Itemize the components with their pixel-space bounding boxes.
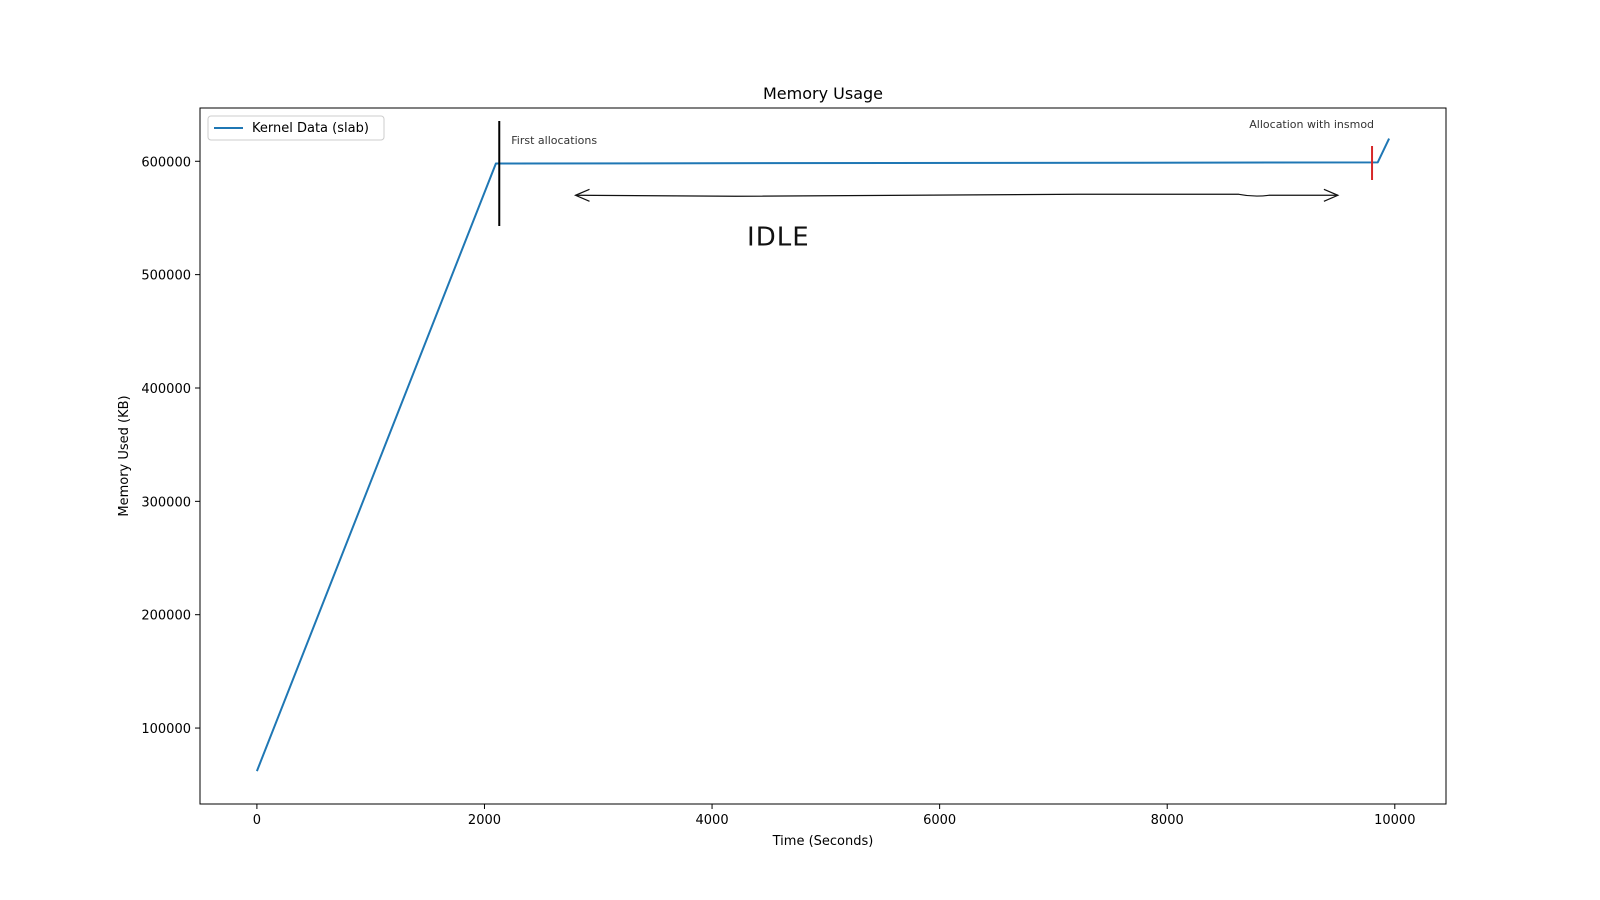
- x-tick-label: 0: [253, 813, 261, 828]
- series-line-kernel-data: [255, 138, 1391, 772]
- idle-arrow-left-head: [573, 188, 590, 202]
- plot-area: [199, 107, 1447, 805]
- y-tick-label: 200000: [141, 609, 191, 624]
- y-tick-label: 300000: [141, 495, 191, 510]
- y-tick-label: 500000: [141, 269, 191, 284]
- first-allocations-annotation: First allocations: [511, 134, 597, 147]
- x-tick-label: 8000: [1151, 813, 1184, 828]
- y-tick-label: 100000: [141, 722, 191, 737]
- idle-annotation: IDLE: [747, 222, 810, 252]
- x-tick-label: 2000: [468, 813, 501, 828]
- insmod-allocation-annotation: Allocation with insmod: [1249, 118, 1374, 131]
- y-tick-label: 600000: [141, 155, 191, 170]
- y-axis-ticks: 100000 200000 300000 400000 500000 600000: [141, 155, 200, 737]
- y-axis-label: Memory Used (KB): [117, 395, 132, 516]
- legend-box: [207, 115, 385, 141]
- x-tick-label: 10000: [1374, 813, 1415, 828]
- y-tick-label: 400000: [141, 382, 191, 397]
- x-axis-ticks: 0 2000 4000 6000 8000 10000: [253, 804, 1415, 828]
- x-tick-label: 6000: [923, 813, 956, 828]
- legend-label-kernel-data: Kernel Data (slab): [252, 121, 369, 136]
- x-axis-label: Time (Seconds): [772, 834, 874, 849]
- idle-span-arrow: [573, 188, 1340, 202]
- idle-arrow-right-head: [1323, 188, 1340, 202]
- chart-title: Memory Usage: [763, 84, 883, 103]
- idle-arrow-line: [575, 193, 1338, 197]
- legend: Kernel Data (slab): [207, 115, 385, 141]
- x-tick-label: 4000: [696, 813, 729, 828]
